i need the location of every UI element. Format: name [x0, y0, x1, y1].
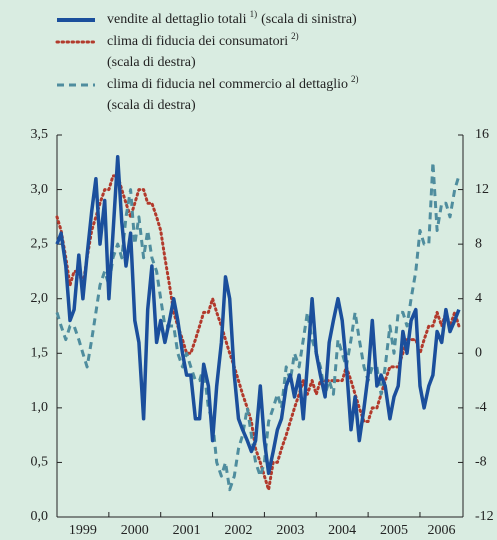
- y2-tick-label: -12: [475, 509, 494, 524]
- y-tick-label: 3,0: [31, 182, 49, 197]
- y2-tick-label: 0: [475, 346, 482, 361]
- series-line: [55, 174, 461, 492]
- x-tick-label: 2000: [121, 523, 149, 538]
- y2-tick-label: 12: [475, 182, 489, 197]
- y-tick-label: 2,5: [31, 236, 49, 251]
- y-tick-label: 0,0: [31, 509, 49, 524]
- x-tick-label: 2006: [427, 523, 455, 538]
- y-tick-label: 1,0: [31, 400, 49, 415]
- y2-tick-label: 4: [475, 291, 482, 306]
- x-tick-label: 2002: [224, 523, 252, 538]
- legend-scale: (scala di destra): [107, 98, 196, 113]
- y2-tick-label: -8: [475, 455, 487, 470]
- legend-label: clima di fiducia nel commercio al dettag…: [107, 77, 348, 92]
- legend-footnote: 2): [351, 74, 359, 84]
- x-tick-label: 2005: [380, 523, 408, 538]
- y2-tick-label: 16: [475, 127, 489, 142]
- y2-tick-label: 8: [475, 236, 482, 251]
- series-line: [55, 155, 461, 476]
- x-tick-label: 2004: [328, 523, 356, 538]
- legend-label: clima di fiducia dei consumatori: [107, 34, 288, 49]
- x-tick-label: 2001: [173, 523, 201, 538]
- series-line: [55, 160, 461, 492]
- y-tick-label: 0,5: [31, 455, 49, 470]
- legend-scale: (scala di destra): [107, 55, 196, 70]
- y-tick-label: 1,5: [31, 346, 49, 361]
- legend-scale: (scala di sinistra): [261, 12, 357, 27]
- x-tick-label: 2003: [276, 523, 304, 538]
- y-tick-label: 3,5: [31, 127, 49, 142]
- y2-tick-label: -4: [475, 400, 487, 415]
- x-tick-label: 1999: [69, 523, 97, 538]
- legend-footnote: 2): [291, 31, 299, 41]
- legend-label: vendite al dettaglio totali: [107, 12, 247, 27]
- y-tick-label: 2,0: [31, 291, 49, 306]
- legend-footnote: 1): [250, 9, 258, 19]
